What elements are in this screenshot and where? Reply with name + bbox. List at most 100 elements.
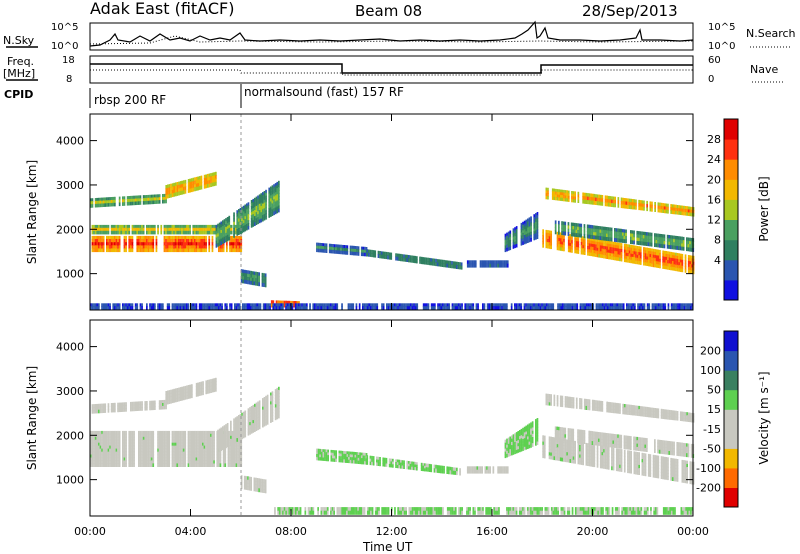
power-band-14 [554,220,695,252]
xtick-label-1: 04:00 [175,525,207,538]
power-band-13 [545,187,695,217]
noise-search-trace [89,35,694,45]
velocity-band-10 [504,418,539,459]
velocity-band-11 [542,435,695,485]
power-band-10 [466,260,509,268]
power-heatmap [90,171,695,310]
noise-right-tick-bottom: 10^0 [708,41,735,52]
velocity-ytick-label-3000: 3000 [56,385,84,398]
power-band-12 [542,229,695,275]
velocity-band-6 [274,507,694,515]
velocity-colorbar-tick-1: 200 [700,345,721,358]
noise-left-tick-bottom: 10^0 [51,41,78,52]
power-band-6 [240,269,267,288]
power-colorbar-frame [723,118,739,301]
velocity-colorbar-label: Velocity [m s⁻¹] [757,371,771,464]
power-band-3 [90,193,167,208]
velocity-colorbar-segment-2 [724,467,738,488]
power-colorbar-label: Power [dB] [757,176,771,241]
noise-right-tick-top: 10^5 [708,22,735,33]
velocity-band-2 [91,399,167,414]
xtick-label-4: 16:00 [476,525,508,538]
velocity-colorbar-tick-4: 15 [707,403,721,416]
cpid-program-1: rbsp 200 RF [94,93,166,107]
velocity-colorbar-frame [723,330,739,508]
noise-panel-frame [89,22,694,51]
velocity-band-1 [90,430,243,467]
power-colorbar-segment-1 [724,279,738,301]
cpid-program-2: normalsound (fast) 157 RF [244,85,404,99]
power-ytick-label-2000: 2000 [56,223,84,236]
power-colorbar-tick-2: 24 [707,153,721,166]
power-ylabel: Slant Range [km] [25,160,39,264]
power-colorbar-tick-3: 20 [707,173,721,186]
velocity-colorbar-tick-7: -100 [696,462,721,475]
velocity-colorbar-segment-1 [724,487,738,508]
date-label: 28/Sep/2013 [582,2,678,20]
power-colorbar-segment-4 [724,219,738,241]
noise-right-label: N.Search [746,27,796,40]
xtick-label-6: 00:00 [677,525,709,538]
x-axis: 00:00 04:00 08:00 12:00 16:00 20:00 00:00 [74,114,709,538]
velocity-ytick-label-2000: 2000 [56,429,84,442]
power-band-4 [165,171,217,199]
velocity-colorbar-tick-5: -15 [703,423,721,436]
power-colorbar-tick-4: 16 [707,193,721,206]
velocity-heatmap [90,377,695,515]
velocity-ytick-label-1000: 1000 [56,474,84,487]
velocity-colorbar-segment-7 [724,370,738,391]
velocity-band-13 [554,426,695,458]
power-band-15 [90,303,694,310]
velocity-yaxis: 4000 3000 2000 1000 [56,341,693,487]
velocity-band-9 [466,466,509,474]
velocity-band-7 [316,448,368,465]
power-colorbar-segment-2 [724,259,738,281]
velocity-band-3 [165,377,217,405]
velocity-ytick-label-4000: 4000 [56,341,84,354]
velocity-colorbar-tick-3: 50 [707,384,721,397]
velocity-ylabel: Slant Range [km] [25,366,39,470]
velocity-colorbar-segment-6 [724,389,738,410]
velocity-band-8 [366,455,461,476]
power-ytick-label-1000: 1000 [56,268,84,281]
freq-left-tick-bottom: 8 [66,74,72,85]
power-ytick-label-4000: 4000 [56,135,84,148]
freq-left-label-1: Freq. [7,55,34,68]
power-colorbar-segment-6 [724,179,738,200]
velocity-band-4 [217,386,280,453]
velocity-colorbar-tick-2: 100 [700,364,721,377]
velocity-colorbar-tick-6: -50 [703,442,721,455]
power-colorbar-segment-9 [724,119,738,140]
power-colorbar: 28 24 20 16 12 8 4 [707,118,739,301]
power-colorbar-tick-6: 8 [714,234,721,247]
velocity-colorbar: 200 100 50 15 -15 -50 -100 -200 [696,330,739,508]
xtick-label-3: 12:00 [376,525,408,538]
freq-right-tick-top: 60 [708,55,721,66]
freq-trace [90,63,693,74]
freq-left-tick-top: 18 [62,55,75,66]
xtick-label-5: 20:00 [577,525,609,538]
velocity-band-12 [545,393,695,423]
velocity-band-5 [240,475,267,494]
beam-label: Beam 08 [355,2,422,20]
noise-left-label: N.Sky [3,34,35,47]
power-yaxis: 4000 3000 2000 1000 [56,135,693,281]
velocity-colorbar-segment-3 [724,448,738,469]
noise-left-tick-top: 10^5 [51,22,78,33]
radar-title: Adak East (fitACF) [90,0,234,18]
power-colorbar-segment-3 [724,239,738,261]
power-band-9 [366,249,463,270]
power-ytick-label-3000: 3000 [56,179,84,192]
velocity-colorbar-segment-9 [724,331,738,352]
noise-sky-trace [89,20,694,47]
power-band-8 [316,242,368,257]
power-colorbar-tick-7: 4 [714,254,721,267]
power-colorbar-segment-5 [724,199,738,220]
nave-right-label: Nave [750,63,778,76]
freq-left-label-2: [MHz] [3,67,35,80]
power-band-11 [504,212,539,253]
velocity-colorbar-segment-8 [724,350,738,371]
power-band-5 [215,180,280,248]
velocity-colorbar-segment-4 [724,428,738,449]
